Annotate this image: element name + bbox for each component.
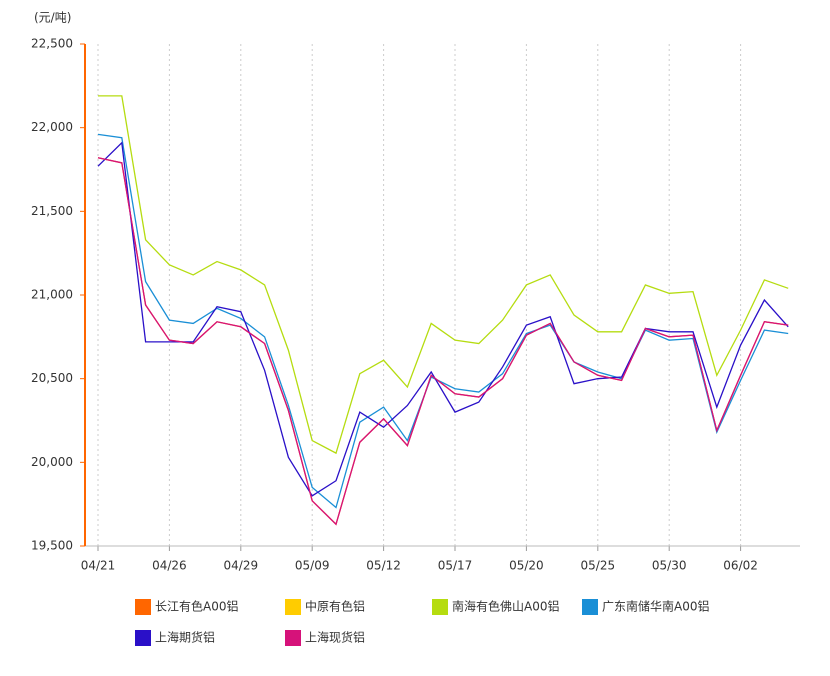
legend-label: 上海现货铝 — [305, 630, 365, 645]
legend-swatch — [582, 599, 598, 615]
x-tick-label: 04/29 — [224, 559, 259, 573]
x-tick-label: 05/12 — [366, 559, 401, 573]
legend-label: 上海期货铝 — [155, 630, 215, 645]
unit-label: (元/吨) — [34, 11, 71, 25]
x-tick-label: 05/30 — [652, 559, 687, 573]
legend-label: 南海有色佛山A00铝 — [452, 599, 559, 614]
series-line — [98, 95, 789, 455]
series-line — [97, 133, 789, 509]
series-line — [97, 141, 789, 497]
x-tick-label: 04/21 — [81, 559, 116, 573]
y-tick-label: 21,000 — [31, 288, 73, 302]
legend-swatch — [285, 630, 301, 646]
series-line — [97, 157, 789, 526]
y-tick-label: 22,000 — [31, 120, 73, 134]
legend-label: 长江有色A00铝 — [155, 599, 238, 614]
x-tick-label: 06/02 — [723, 559, 758, 573]
x-tick-label: 05/20 — [509, 559, 544, 573]
legend-swatch — [135, 630, 151, 646]
x-tick-label: 05/25 — [581, 559, 616, 573]
y-tick-label: 22,500 — [31, 37, 73, 51]
x-tick-label: 05/09 — [295, 559, 330, 573]
y-tick-label: 21,500 — [31, 204, 73, 218]
series-line — [97, 157, 789, 526]
legend-swatch — [285, 599, 301, 615]
y-tick-label: 20,000 — [31, 455, 73, 469]
y-tick-label: 20,500 — [31, 371, 73, 385]
legend-label: 广东南储华南A00铝 — [602, 599, 709, 614]
legend-swatch — [135, 599, 151, 615]
y-tick-label: 19,500 — [31, 539, 73, 553]
legend-swatch — [432, 599, 448, 615]
x-tick-label: 04/26 — [152, 559, 187, 573]
legend-label: 中原有色铝 — [305, 599, 365, 614]
x-tick-label: 05/17 — [438, 559, 473, 573]
